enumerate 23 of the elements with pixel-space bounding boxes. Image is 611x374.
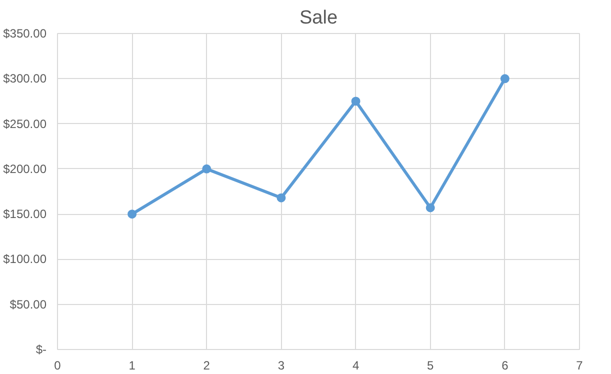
x-tick-label: 6 bbox=[502, 358, 509, 372]
x-tick-label: 4 bbox=[352, 358, 360, 372]
point bbox=[351, 96, 360, 106]
point bbox=[276, 193, 286, 202]
x-tick-label: 2 bbox=[203, 358, 210, 372]
y-tick-label: $50.00 bbox=[10, 297, 47, 312]
point bbox=[128, 210, 137, 219]
point bbox=[426, 203, 435, 212]
x-tick-label: 1 bbox=[128, 358, 136, 372]
point bbox=[202, 164, 212, 174]
y-tick-label: $100.00 bbox=[3, 252, 47, 266]
y-tick-label: $350.00 bbox=[3, 26, 47, 40]
chart-title: Sale bbox=[299, 8, 338, 28]
y-tick-label: $300.00 bbox=[3, 72, 47, 86]
point bbox=[500, 74, 510, 84]
y-tick-label: $150.00 bbox=[3, 207, 47, 222]
y-tick-label: $200.00 bbox=[3, 162, 47, 176]
y-tick-label: $250.00 bbox=[3, 116, 47, 131]
x-tick-label: 5 bbox=[427, 358, 434, 372]
x-tick-label: 3 bbox=[278, 358, 285, 372]
y-tick-label: $- bbox=[36, 342, 47, 356]
x-tick-label: 7 bbox=[576, 358, 584, 372]
x-tick-label: 0 bbox=[54, 358, 62, 372]
